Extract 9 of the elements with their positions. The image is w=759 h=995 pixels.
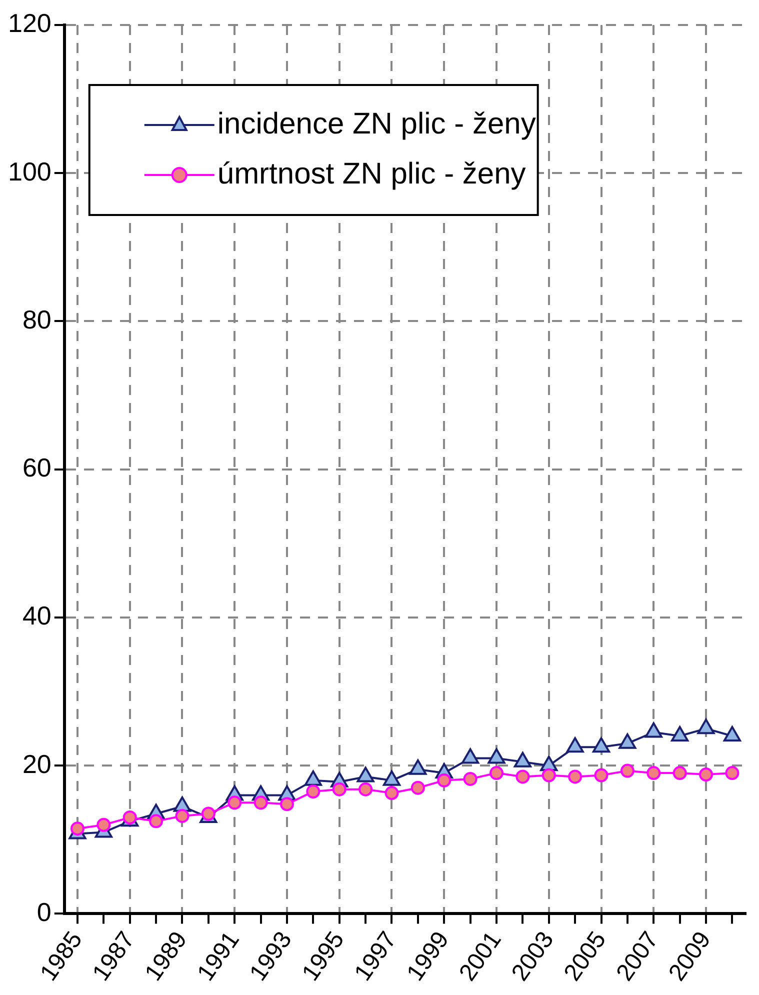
y-tick-label: 0 xyxy=(36,896,52,927)
y-tick-label: 80 xyxy=(22,304,52,334)
y-tick-label: 120 xyxy=(8,8,52,38)
legend-label: incidence ZN plic - ženy xyxy=(217,107,536,140)
y-tick-label: 60 xyxy=(22,452,52,483)
y-tick-label: 100 xyxy=(8,156,52,186)
y-tick-label: 20 xyxy=(22,748,52,779)
legend-label: úmrtnost ZN plic - ženy xyxy=(217,157,526,190)
y-tick-label: 40 xyxy=(22,600,52,631)
